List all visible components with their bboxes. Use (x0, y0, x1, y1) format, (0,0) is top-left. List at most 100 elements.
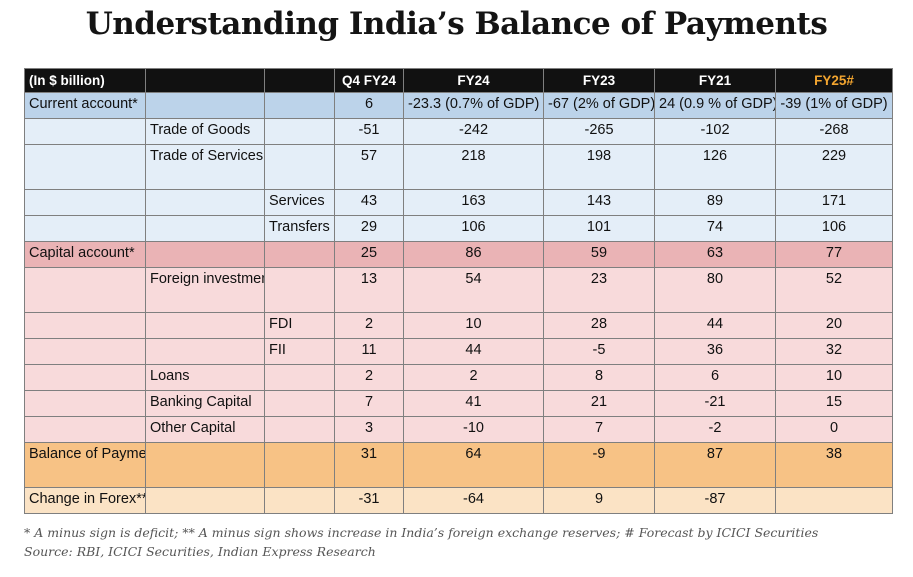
row-capital-account: Capital account* 25 86 59 63 77 (24, 241, 893, 268)
value-cell: 10 (403, 312, 544, 339)
value-cell: 3 (334, 416, 404, 443)
row-label: Loans (145, 364, 265, 391)
value-cell: 44 (654, 312, 776, 339)
row-trade-of-goods: Trade of Goods -51 -242 -265 -102 -268 (24, 118, 893, 145)
value-cell: 126 (654, 144, 776, 190)
value-cell: 43 (334, 189, 404, 216)
row-foreign-investment: Foreign investment 13 54 23 80 52 (24, 267, 893, 313)
empty-cell (145, 487, 265, 514)
value-cell: -9 (543, 442, 655, 488)
header-row: (In $ billion) Q4 FY24 FY24 FY23 FY21 FY… (24, 68, 893, 93)
empty-cell (24, 416, 146, 443)
empty-cell (264, 390, 335, 417)
value-cell: 198 (543, 144, 655, 190)
source-note: Source: RBI, ICICI Securities, Indian Ex… (24, 544, 376, 559)
row-current-account: Current account* 6 -23.3 (0.7% of GDP) -… (24, 92, 893, 119)
row-loans: Loans 2 2 8 6 10 (24, 364, 893, 391)
column-header-q4-fy24: Q4 FY24 (334, 68, 404, 93)
row-label: FDI (264, 312, 335, 339)
value-cell: 9 (543, 487, 655, 514)
value-cell: -51 (334, 118, 404, 145)
value-cell: 23 (543, 267, 655, 313)
footnote: * A minus sign is deficit; ** A minus si… (24, 525, 819, 540)
empty-cell (264, 364, 335, 391)
value-cell: 218 (403, 144, 544, 190)
empty-cell (145, 312, 265, 339)
value-cell: 54 (403, 267, 544, 313)
value-cell: 59 (543, 241, 655, 268)
row-label: FII (264, 338, 335, 365)
value-cell: -268 (775, 118, 893, 145)
value-cell: 101 (543, 215, 655, 242)
row-label: Balance of Payments* (24, 442, 146, 488)
value-cell: 13 (334, 267, 404, 313)
empty-cell (24, 215, 146, 242)
value-cell: 74 (654, 215, 776, 242)
empty-cell (145, 442, 265, 488)
empty-cell (145, 92, 265, 119)
row-label: Banking Capital (145, 390, 265, 417)
value-cell: -265 (543, 118, 655, 145)
value-cell: 171 (775, 189, 893, 216)
value-cell: 106 (403, 215, 544, 242)
empty-cell (24, 189, 146, 216)
value-cell: 86 (403, 241, 544, 268)
row-other-capital: Other Capital 3 -10 7 -2 0 (24, 416, 893, 443)
row-transfers: Transfers 29 106 101 74 106 (24, 215, 893, 242)
empty-cell (24, 267, 146, 313)
value-cell: -10 (403, 416, 544, 443)
value-cell: 15 (775, 390, 893, 417)
value-cell: 31 (334, 442, 404, 488)
empty-cell (145, 215, 265, 242)
empty-cell (264, 241, 335, 268)
value-cell: 21 (543, 390, 655, 417)
row-fii: FII 11 44 -5 36 32 (24, 338, 893, 365)
value-cell: 2 (334, 312, 404, 339)
value-cell: -31 (334, 487, 404, 514)
header-empty-cell (145, 68, 265, 93)
value-cell: -2 (654, 416, 776, 443)
row-label: Capital account* (24, 241, 146, 268)
value-cell: 163 (403, 189, 544, 216)
value-cell: 106 (775, 215, 893, 242)
empty-cell (24, 390, 146, 417)
row-label: Trade of Services (Invisibles) (145, 144, 265, 190)
value-cell: 38 (775, 442, 893, 488)
value-cell: 44 (403, 338, 544, 365)
value-cell: 63 (654, 241, 776, 268)
empty-cell (264, 118, 335, 145)
header-empty-cell (264, 68, 335, 93)
value-cell: 20 (775, 312, 893, 339)
page-title: Understanding India’s Balance of Payment… (85, 6, 828, 42)
value-cell: -5 (543, 338, 655, 365)
value-cell (775, 487, 893, 514)
value-cell: 10 (775, 364, 893, 391)
value-cell: 28 (543, 312, 655, 339)
value-cell: 0 (775, 416, 893, 443)
empty-cell (24, 144, 146, 190)
value-cell: 7 (334, 390, 404, 417)
row-label: Services (264, 189, 335, 216)
column-header-fy23: FY23 (543, 68, 655, 93)
row-label: Foreign investment (145, 267, 265, 313)
empty-cell (24, 338, 146, 365)
value-cell: -23.3 (0.7% of GDP) (403, 92, 544, 119)
empty-cell (264, 487, 335, 514)
column-header-fy24: FY24 (403, 68, 544, 93)
empty-cell (264, 144, 335, 190)
empty-cell (264, 267, 335, 313)
value-cell: -87 (654, 487, 776, 514)
row-label: Transfers (264, 215, 335, 242)
value-cell: 2 (334, 364, 404, 391)
value-cell: 41 (403, 390, 544, 417)
unit-label: (In $ billion) (24, 68, 146, 93)
value-cell: 80 (654, 267, 776, 313)
row-services: Services 43 163 143 89 171 (24, 189, 893, 216)
empty-cell (145, 338, 265, 365)
value-cell: -102 (654, 118, 776, 145)
value-cell: 36 (654, 338, 776, 365)
empty-cell (264, 416, 335, 443)
value-cell: 143 (543, 189, 655, 216)
column-header-fy21: FY21 (654, 68, 776, 93)
value-cell: 64 (403, 442, 544, 488)
